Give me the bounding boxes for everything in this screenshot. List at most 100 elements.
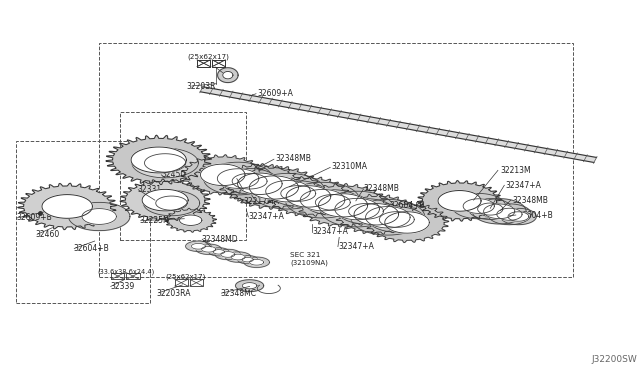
Text: (32109NA): (32109NA): [290, 259, 328, 266]
Polygon shape: [221, 169, 278, 194]
Polygon shape: [204, 162, 273, 195]
Polygon shape: [237, 173, 282, 195]
Text: (33.6x38.6x24.4): (33.6x38.6x24.4): [97, 268, 154, 275]
Text: (25x62x17): (25x62x17): [165, 273, 205, 280]
Polygon shape: [351, 199, 425, 235]
Polygon shape: [106, 135, 212, 185]
Text: 32348MB: 32348MB: [512, 196, 548, 205]
Polygon shape: [338, 199, 394, 224]
Polygon shape: [215, 249, 241, 260]
Text: 32604+B: 32604+B: [517, 211, 553, 219]
Polygon shape: [186, 241, 211, 251]
Polygon shape: [472, 199, 526, 224]
Polygon shape: [417, 180, 502, 221]
Polygon shape: [18, 183, 116, 230]
Polygon shape: [488, 204, 531, 225]
Polygon shape: [237, 256, 258, 264]
Polygon shape: [225, 252, 251, 262]
Text: 32347+A: 32347+A: [506, 181, 541, 190]
Polygon shape: [452, 193, 506, 219]
Bar: [120, 112, 246, 240]
Text: 32348MB: 32348MB: [275, 154, 311, 163]
Polygon shape: [196, 244, 221, 254]
Text: 32460: 32460: [35, 230, 60, 239]
Polygon shape: [120, 179, 210, 221]
Polygon shape: [145, 154, 186, 172]
Polygon shape: [438, 190, 481, 211]
Polygon shape: [477, 203, 503, 215]
Polygon shape: [300, 189, 345, 211]
Text: 32331: 32331: [137, 185, 161, 194]
Polygon shape: [250, 176, 298, 199]
Polygon shape: [463, 199, 494, 214]
Bar: [16, 141, 150, 303]
Polygon shape: [270, 181, 326, 206]
Polygon shape: [305, 190, 361, 215]
Bar: [111, 273, 124, 279]
Polygon shape: [231, 254, 245, 260]
Text: 32348MD: 32348MD: [202, 235, 238, 244]
Polygon shape: [267, 176, 350, 217]
Polygon shape: [180, 215, 202, 225]
Text: 32225N: 32225N: [140, 216, 169, 225]
Polygon shape: [500, 208, 536, 225]
Polygon shape: [250, 259, 264, 265]
Polygon shape: [143, 190, 200, 216]
Polygon shape: [354, 203, 399, 225]
Text: 32339: 32339: [110, 282, 134, 291]
Polygon shape: [221, 251, 235, 257]
Text: 32203RA: 32203RA: [157, 289, 191, 298]
Polygon shape: [316, 195, 350, 210]
Text: SEC 321: SEC 321: [290, 252, 320, 258]
Polygon shape: [365, 202, 449, 243]
Text: 32348MB: 32348MB: [364, 185, 399, 193]
Text: 32347+A: 32347+A: [248, 212, 284, 221]
Text: J32200SW: J32200SW: [591, 355, 637, 364]
Polygon shape: [42, 195, 92, 218]
Polygon shape: [508, 212, 529, 221]
Text: 32348MC: 32348MC: [221, 289, 257, 298]
Text: 32213M: 32213M: [500, 166, 531, 175]
Polygon shape: [369, 207, 425, 232]
Text: 32450: 32450: [161, 170, 186, 179]
Text: (25x62x17): (25x62x17): [187, 53, 228, 60]
Polygon shape: [365, 206, 410, 228]
Polygon shape: [218, 169, 259, 188]
Text: 32609+A: 32609+A: [257, 89, 293, 98]
Polygon shape: [68, 202, 130, 231]
Polygon shape: [213, 250, 225, 254]
Bar: [127, 273, 140, 279]
Polygon shape: [218, 164, 301, 204]
Bar: [212, 60, 225, 67]
Polygon shape: [132, 148, 198, 178]
Polygon shape: [297, 183, 389, 227]
Polygon shape: [385, 212, 429, 233]
Polygon shape: [285, 182, 360, 218]
Polygon shape: [281, 186, 316, 201]
Text: 32347+A: 32347+A: [312, 227, 348, 236]
Polygon shape: [380, 212, 414, 227]
Polygon shape: [232, 173, 267, 189]
Polygon shape: [228, 166, 320, 209]
Bar: [99, 43, 573, 277]
Polygon shape: [266, 180, 310, 202]
Polygon shape: [131, 147, 186, 173]
Polygon shape: [320, 191, 394, 227]
Bar: [197, 60, 211, 67]
Text: 32604+B: 32604+B: [243, 185, 279, 194]
Text: 32604+B: 32604+B: [389, 201, 425, 210]
Text: 32217MA: 32217MA: [243, 198, 279, 206]
Polygon shape: [319, 194, 367, 217]
Polygon shape: [200, 87, 596, 163]
Polygon shape: [468, 199, 512, 219]
Bar: [175, 279, 188, 286]
Bar: [189, 279, 203, 286]
Polygon shape: [82, 209, 116, 224]
Polygon shape: [484, 204, 515, 219]
Polygon shape: [242, 257, 253, 262]
Polygon shape: [181, 155, 264, 195]
Polygon shape: [286, 186, 331, 207]
Polygon shape: [243, 283, 257, 289]
Bar: [197, 60, 211, 67]
Polygon shape: [335, 198, 380, 220]
